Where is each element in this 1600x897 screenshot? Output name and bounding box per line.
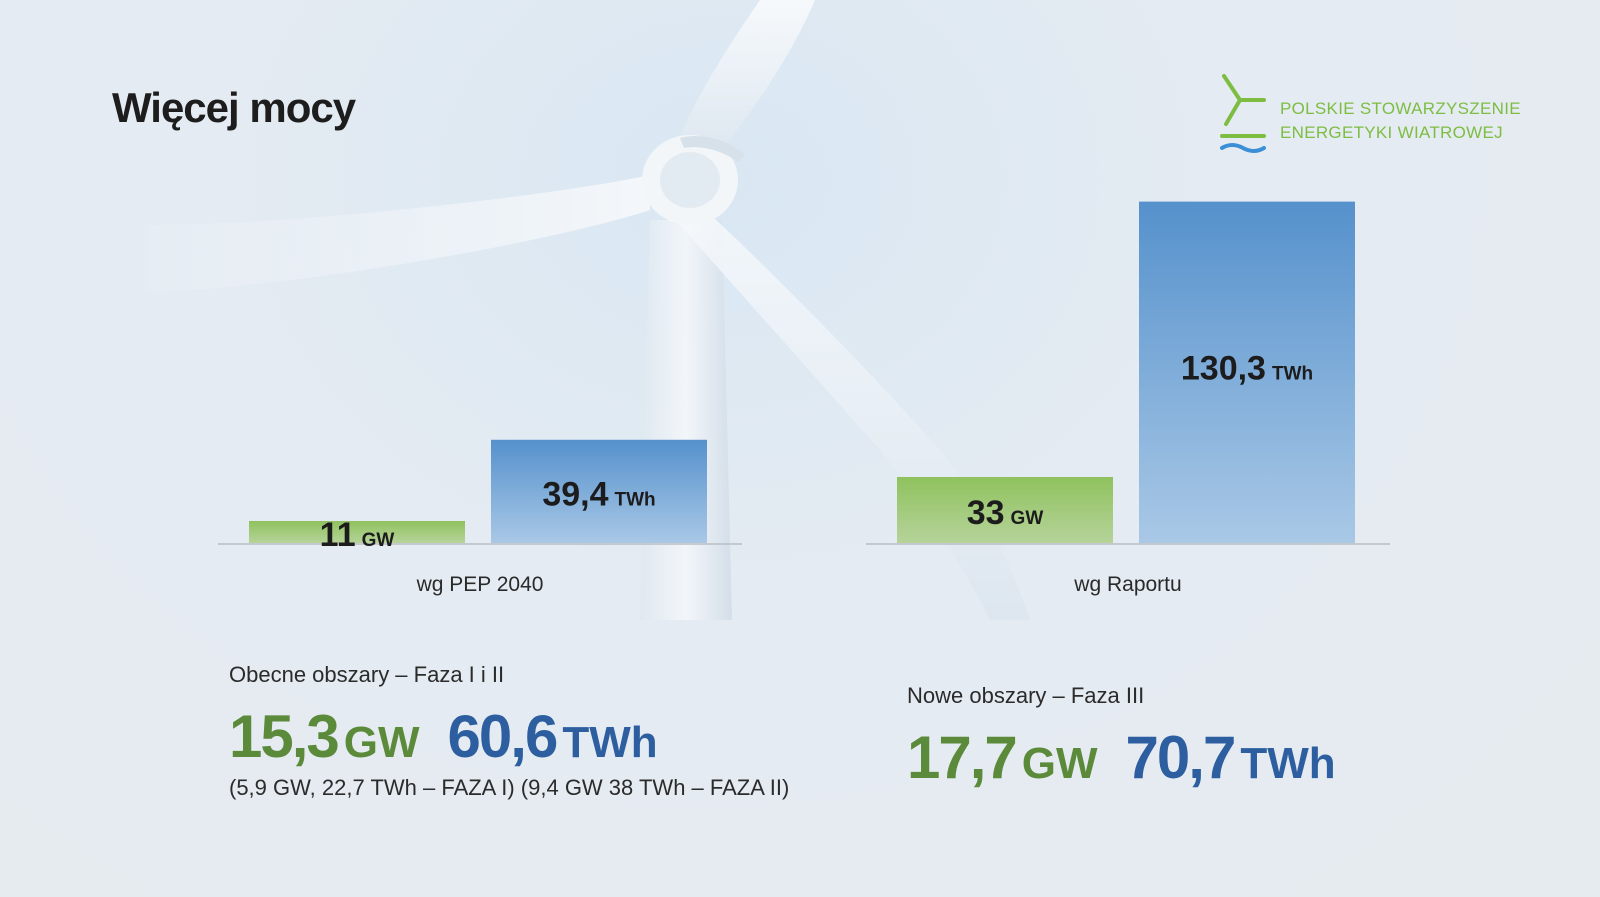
new-areas-subtitle: Nowe obszary – Faza III [907,683,1145,708]
new-twh-unit: TWh [1240,739,1336,788]
bar-chart: wg PEP 2040 11 GW 39,4 TWh wg Raportu 33 GW 130,… [218,201,1390,596]
bar-twh [1139,201,1355,543]
bar-value-label: 39,4 TWh [542,475,655,513]
current-twh-value: 60,6 [447,703,559,770]
logo-text: POLSKIE STOWARZYSZENIE ENERGETYKI WIATRO… [1280,97,1521,145]
current-areas-subtitle: Obecne obszary – Faza I i II [229,662,505,687]
wind-logo-icon [1220,74,1266,153]
logo-line-1: POLSKIE STOWARZYSZENIE [1280,99,1521,118]
current-areas-note: (5,9 GW, 22,7 TWh – FAZA I) (9,4 GW 38 T… [229,775,790,800]
bar-gw [897,477,1113,543]
bar-value-label: 11 GW [320,516,395,554]
current-gw-unit: GW [343,718,420,767]
new-gw-value: 17,7 [907,724,1018,791]
new-twh-value: 70,7 [1125,724,1237,791]
current-areas-block: Obecne obszary – Faza I i II 15,3 GW 60,6 T… [229,662,789,801]
current-gw-value: 15,3 [229,703,340,770]
pswe-logo: POLSKIE STOWARZYSZENIE ENERGETYKI WIATRO… [1216,74,1521,158]
current-areas-values: 15,3 GW 60,6 TWh [229,702,789,771]
logo-line-2: ENERGETYKI WIATROWEJ [1280,123,1503,142]
bar-value-label: 130,3 TWh [1181,350,1313,388]
group-label: wg Raportu [1073,573,1181,596]
current-twh-unit: TWh [562,718,658,767]
bar-value-label: 33 GW [967,494,1044,532]
group-label: wg PEP 2040 [416,573,544,596]
bar-twh [491,439,707,543]
new-areas-values: 17,7 GW 70,7 TWh [907,723,1336,792]
new-gw-unit: GW [1021,739,1098,788]
page-title: Więcej mocy [112,84,356,131]
new-areas-block: Nowe obszary – Faza III 17,7 GW 70,7 TWh [907,683,1336,792]
bar-gw [249,521,465,543]
